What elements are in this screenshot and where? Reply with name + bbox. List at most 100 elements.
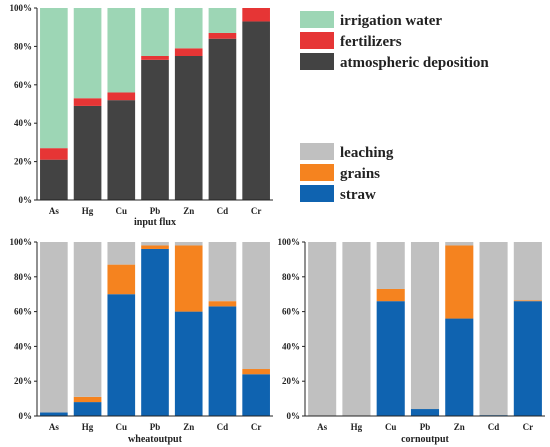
bar-input-cd-fertilizers bbox=[208, 32, 237, 39]
y-tick-wheat-100: 100% bbox=[10, 237, 33, 247]
bar-wheat-hg-grains bbox=[73, 396, 102, 403]
y-tick-input-40: 40% bbox=[14, 118, 32, 128]
y-tick-wheat-60: 60% bbox=[14, 307, 32, 317]
bar-input-hg-atmospheric-deposition bbox=[73, 105, 102, 200]
y-tick-input-20: 20% bbox=[14, 157, 32, 167]
x-tick-wheat-hg: Hg bbox=[82, 422, 94, 432]
bar-input-as-fertilizers bbox=[40, 148, 68, 160]
x-tick-input-hg: Hg bbox=[82, 206, 94, 216]
bar-wheat-cd-straw bbox=[208, 306, 237, 416]
bar-input-cu-irrigation-water bbox=[107, 8, 136, 93]
bar-corn-zn-straw bbox=[445, 318, 474, 416]
bar-wheat-cu-leaching bbox=[107, 242, 136, 265]
x-tick-wheat-cr: Cr bbox=[251, 422, 262, 432]
bar-wheat-hg-leaching bbox=[73, 242, 102, 397]
x-axis-label-input: input flux bbox=[134, 217, 176, 228]
y-tick-wheat-0: 0% bbox=[19, 411, 33, 421]
bar-wheat-pb-grains bbox=[141, 245, 169, 249]
bar-input-as-atmospheric-deposition bbox=[40, 159, 68, 200]
bar-input-cu-fertilizers bbox=[107, 92, 136, 101]
bar-input-pb-irrigation-water bbox=[141, 8, 169, 56]
y-tick-corn-20: 20% bbox=[282, 376, 300, 386]
x-tick-input-as: As bbox=[49, 206, 59, 216]
y-tick-wheat-20: 20% bbox=[14, 376, 32, 386]
bar-corn-pb-leaching bbox=[410, 242, 440, 410]
bar-corn-cu-leaching bbox=[376, 242, 405, 289]
bar-input-pb-fertilizers bbox=[141, 56, 169, 60]
bar-wheat-pb-leaching bbox=[141, 242, 169, 246]
bar-corn-zn-grains bbox=[445, 245, 474, 319]
bar-input-as-irrigation-water bbox=[40, 8, 68, 149]
bar-corn-cr-leaching bbox=[513, 242, 542, 301]
bar-wheat-as-straw bbox=[40, 412, 68, 416]
bar-wheat-zn-leaching bbox=[174, 242, 203, 246]
bar-corn-hg-leaching bbox=[342, 242, 371, 416]
bar-corn-cr-grains bbox=[513, 300, 542, 302]
bar-corn-cu-straw bbox=[376, 301, 405, 416]
bar-input-cd-irrigation-water bbox=[208, 8, 237, 33]
bar-corn-zn-leaching bbox=[445, 242, 474, 246]
x-tick-corn-hg: Hg bbox=[351, 422, 363, 432]
input-flux-chart: As Hg Cu Pb Zn Cd Cr 0% 20% 40% 60% 80% 100% input fl… bbox=[10, 3, 273, 228]
y-tick-wheat-80: 80% bbox=[14, 272, 32, 282]
bar-wheat-cd-leaching bbox=[208, 242, 237, 302]
y-tick-input-100: 100% bbox=[10, 3, 33, 13]
x-tick-input-zn: Zn bbox=[183, 206, 194, 216]
bar-input-hg-fertilizers bbox=[73, 98, 102, 106]
bar-input-zn-irrigation-water bbox=[174, 8, 203, 49]
legend-swatch-fertilizers bbox=[300, 32, 334, 49]
legend-swatch-grains bbox=[300, 164, 334, 181]
x-axis-label-corn: cornoutput bbox=[401, 434, 449, 445]
y-tick-corn-0: 0% bbox=[287, 411, 301, 421]
legend-output: leaching grains straw bbox=[300, 143, 394, 203]
legend-label-fertilizers: fertilizers bbox=[340, 34, 402, 50]
bar-input-pb-atmospheric-deposition bbox=[141, 59, 169, 201]
x-tick-input-cr: Cr bbox=[251, 206, 262, 216]
bar-wheat-cd-grains bbox=[208, 301, 237, 307]
legend-label-leaching: leaching bbox=[340, 145, 394, 161]
bar-wheat-as-leaching bbox=[40, 242, 68, 413]
bar-wheat-hg-straw bbox=[73, 402, 102, 416]
bar-corn-pb-straw bbox=[410, 409, 440, 416]
bar-wheat-cu-straw bbox=[107, 294, 136, 416]
y-tick-corn-40: 40% bbox=[282, 341, 300, 351]
x-tick-input-cd: Cd bbox=[217, 206, 229, 216]
y-tick-input-60: 60% bbox=[14, 80, 32, 90]
bar-input-cr-fertilizers bbox=[242, 8, 270, 22]
x-tick-corn-zn: Zn bbox=[454, 422, 465, 432]
wheat-output-chart: As Hg Cu Pb Zn Cd Cr 0% 20% 40% 60% 80% 100% wheatout… bbox=[10, 237, 273, 445]
bar-corn-cu-grains bbox=[376, 288, 405, 302]
legend-swatch-irrigation-water bbox=[300, 11, 334, 28]
bar-wheat-zn-grains bbox=[174, 245, 203, 312]
x-tick-wheat-as: As bbox=[49, 422, 59, 432]
bar-corn-cd-leaching bbox=[479, 242, 508, 416]
x-tick-wheat-pb: Pb bbox=[150, 422, 161, 432]
x-tick-wheat-cu: Cu bbox=[116, 422, 128, 432]
bar-wheat-pb-straw bbox=[141, 248, 169, 416]
bar-wheat-cr-straw bbox=[242, 374, 270, 416]
bar-input-zn-fertilizers bbox=[174, 48, 203, 56]
bar-corn-as-leaching bbox=[308, 242, 337, 416]
legend-label-atmospheric-deposition: atmospheric deposition bbox=[340, 55, 489, 71]
x-tick-corn-cu: Cu bbox=[385, 422, 397, 432]
y-tick-wheat-40: 40% bbox=[14, 341, 32, 351]
legend-label-straw: straw bbox=[340, 187, 376, 203]
x-tick-wheat-cd: Cd bbox=[217, 422, 229, 432]
corn-output-chart: As Hg Cu Pb Zn Cd Cr 0% 20% 40% 60% 80% 100% cornoutp… bbox=[278, 237, 545, 445]
legend-swatch-leaching bbox=[300, 143, 334, 160]
x-tick-input-cu: Cu bbox=[116, 206, 128, 216]
y-tick-input-80: 80% bbox=[14, 41, 32, 51]
bar-input-cd-atmospheric-deposition bbox=[208, 38, 237, 200]
bar-wheat-cu-grains bbox=[107, 264, 136, 295]
y-tick-corn-80: 80% bbox=[282, 272, 300, 282]
bar-wheat-cr-grains bbox=[242, 369, 270, 375]
bar-input-zn-atmospheric-deposition bbox=[174, 56, 203, 200]
x-tick-corn-cr: Cr bbox=[523, 422, 534, 432]
legend-swatch-atmospheric-deposition bbox=[300, 53, 334, 70]
bar-input-cr-atmospheric-deposition bbox=[242, 21, 270, 200]
legend-label-irrigation-water: irrigation water bbox=[340, 13, 442, 29]
legend-swatch-straw bbox=[300, 185, 334, 202]
x-tick-corn-as: As bbox=[317, 422, 327, 432]
x-tick-corn-pb: Pb bbox=[420, 422, 431, 432]
legend-label-grains: grains bbox=[340, 166, 380, 182]
